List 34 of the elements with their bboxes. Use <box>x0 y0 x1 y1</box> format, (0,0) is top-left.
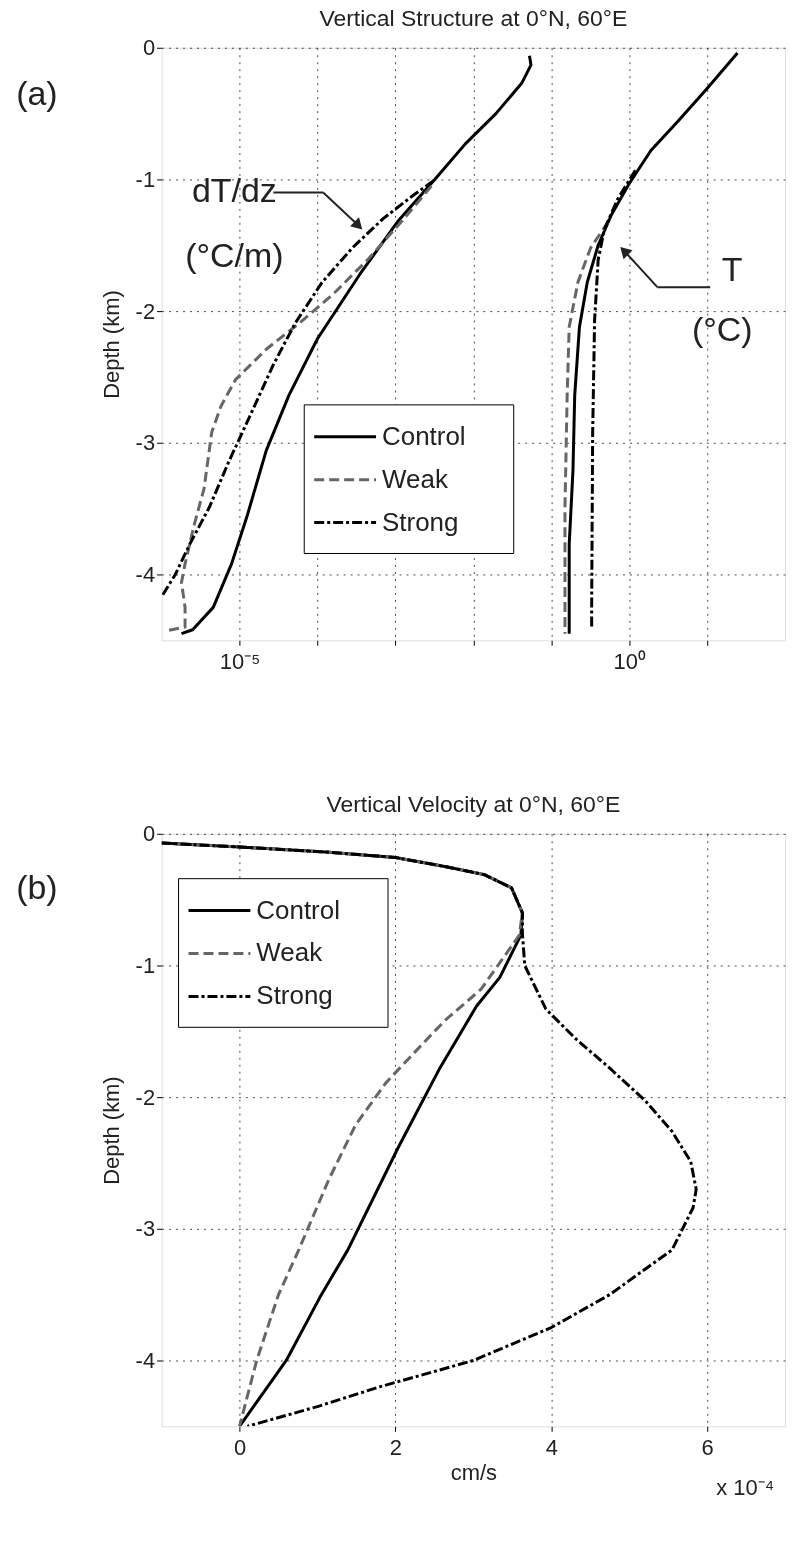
text: (b) <box>16 867 58 906</box>
annotation: (°C) <box>691 310 753 349</box>
legend-label: Weak <box>256 938 323 967</box>
y-tick-label: -3 <box>135 430 156 456</box>
y-tick-label: -2 <box>135 1084 156 1110</box>
y-tick-label: -1 <box>135 952 156 978</box>
text: (a) <box>16 73 58 112</box>
chart-title: Vertical Velocity at 0°N, 60°E <box>326 790 621 817</box>
x-tick-label: 0 <box>233 1434 247 1460</box>
x-tick-label: 10⁻⁵ <box>219 648 261 674</box>
chart-title: Vertical Structure at 0°N, 60°E <box>319 4 628 31</box>
legend-label: Control <box>256 895 340 924</box>
y-tick-label: -1 <box>135 166 156 192</box>
legend-label: Strong <box>256 981 333 1010</box>
x-tick-label: 10⁰ <box>613 648 646 674</box>
legend-label: Control <box>382 421 466 450</box>
x-axis-title: cm/s <box>450 1459 497 1485</box>
annotation: dT/dz <box>192 171 277 210</box>
y-tick-label: -3 <box>135 1216 156 1242</box>
y-tick-label: 0 <box>142 821 156 847</box>
legend-label: Strong <box>382 507 459 536</box>
legend-label: Weak <box>382 464 448 493</box>
text: x 10⁻⁴ <box>716 1475 775 1501</box>
x-tick-label: 6 <box>701 1434 714 1460</box>
x-tick-label: 2 <box>389 1434 402 1460</box>
y-tick-label: 0 <box>142 35 156 61</box>
y-axis-title: Depth (km) <box>98 290 124 399</box>
annotation: (°C/m) <box>185 236 284 275</box>
x-tick-label: 4 <box>545 1434 558 1460</box>
y-tick-label: -2 <box>135 298 156 324</box>
y-axis-title: Depth (km) <box>98 1076 124 1185</box>
y-tick-label: -4 <box>135 561 156 587</box>
y-tick-label: -4 <box>135 1347 156 1373</box>
annotation: T <box>721 250 743 289</box>
